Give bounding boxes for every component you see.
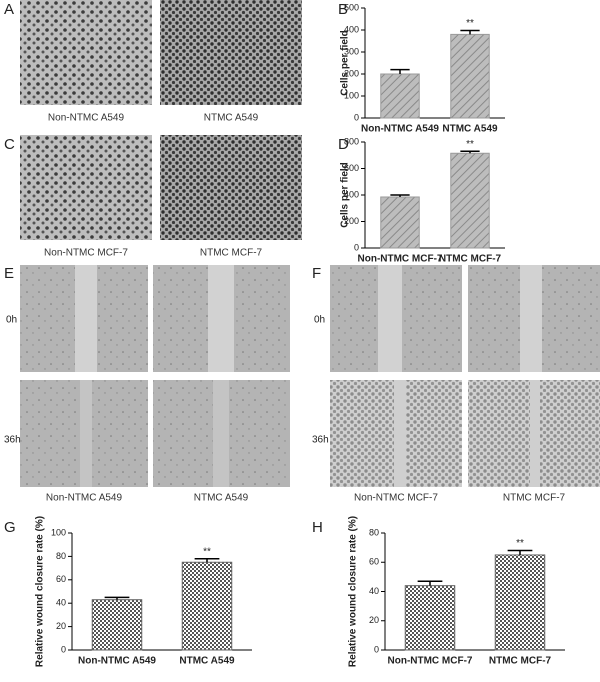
y-tick-label: 20 [369, 615, 379, 625]
x-tick-label: Non-NTMC MCF-7 [358, 254, 443, 265]
y-tick-label: 200 [344, 216, 359, 226]
wound-gap [213, 380, 229, 487]
time-label: 0h [6, 315, 17, 326]
y-tick-label: 40 [56, 598, 66, 608]
y-tick-label: 0 [354, 242, 359, 252]
panel-label: B [338, 1, 348, 18]
bar [380, 73, 420, 119]
panel-label: D [338, 136, 349, 153]
significance: ** [203, 546, 211, 557]
bar [450, 152, 490, 249]
wound-gap [80, 380, 92, 487]
wound-gap [378, 265, 402, 372]
x-tick-label: Non-NTMC MCF-7 [388, 656, 473, 667]
x-tick-label: NTMC MCF-7 [489, 656, 552, 667]
y-axis-label: Relative wound closure rate (%) [35, 516, 46, 667]
wound-gap [530, 380, 540, 487]
y-tick-label: 80 [56, 551, 66, 561]
image [160, 0, 302, 105]
image-caption: Non-NTMC A549 [46, 493, 123, 504]
x-tick-label: NTMC A549 [442, 124, 498, 135]
significance: ** [466, 18, 474, 29]
y-tick-label: 60 [369, 557, 379, 567]
panel-label: C [4, 136, 15, 153]
image [160, 135, 302, 240]
y-tick-label: 60 [56, 574, 66, 584]
bar [181, 561, 233, 651]
y-tick-label: 500 [344, 2, 359, 12]
bar [494, 554, 546, 651]
wound-gap [394, 380, 406, 487]
image-caption: Non-NTMC A549 [48, 113, 125, 124]
bar [91, 599, 143, 651]
y-tick-label: 0 [61, 644, 66, 654]
image-caption: NTMC MCF-7 [200, 248, 263, 259]
y-tick-label: 200 [344, 68, 359, 78]
panel-label: A [4, 1, 14, 18]
y-tick-label: 100 [344, 90, 359, 100]
panel-label: H [312, 519, 323, 536]
bar [380, 196, 420, 249]
image-caption: Non-NTMC MCF-7 [44, 248, 128, 259]
y-tick-label: 0 [374, 644, 379, 654]
time-label: 0h [314, 315, 325, 326]
image [20, 135, 152, 240]
image [20, 0, 152, 105]
significance: ** [516, 538, 524, 549]
y-axis-label: Cells per field [340, 162, 351, 228]
y-tick-label: 800 [344, 136, 359, 146]
y-tick-label: 40 [369, 586, 379, 596]
x-tick-label: NTMC A549 [179, 656, 235, 667]
y-axis-label: Relative wound closure rate (%) [348, 516, 359, 667]
y-tick-label: 0 [354, 112, 359, 122]
y-tick-label: 80 [369, 527, 379, 537]
micrographs [20, 0, 600, 487]
bar [404, 585, 456, 651]
y-tick-label: 100 [51, 527, 66, 537]
wound-gap [520, 265, 542, 372]
x-tick-label: Non-NTMC A549 [361, 124, 439, 135]
y-tick-label: 300 [344, 46, 359, 56]
significance: ** [466, 139, 474, 150]
wound-gap [75, 265, 97, 372]
image-caption: Non-NTMC MCF-7 [354, 493, 438, 504]
image-caption: NTMC MCF-7 [503, 493, 566, 504]
y-tick-label: 400 [344, 24, 359, 34]
image-caption: NTMC A549 [194, 493, 249, 504]
panel-label: F [312, 265, 321, 282]
y-tick-label: 400 [344, 189, 359, 199]
y-axis-label: Cells per field [340, 30, 351, 96]
wound-gap [208, 265, 234, 372]
panel-label: G [4, 519, 16, 536]
panel-label: E [4, 265, 14, 282]
image-caption: NTMC A549 [204, 113, 259, 124]
y-tick-label: 20 [56, 621, 66, 631]
x-tick-label: Non-NTMC A549 [78, 656, 156, 667]
y-tick-label: 600 [344, 163, 359, 173]
bar [450, 33, 490, 119]
time-label: 36h [312, 435, 329, 446]
time-label: 36h [4, 435, 21, 446]
x-tick-label: NTMC MCF-7 [439, 254, 502, 265]
